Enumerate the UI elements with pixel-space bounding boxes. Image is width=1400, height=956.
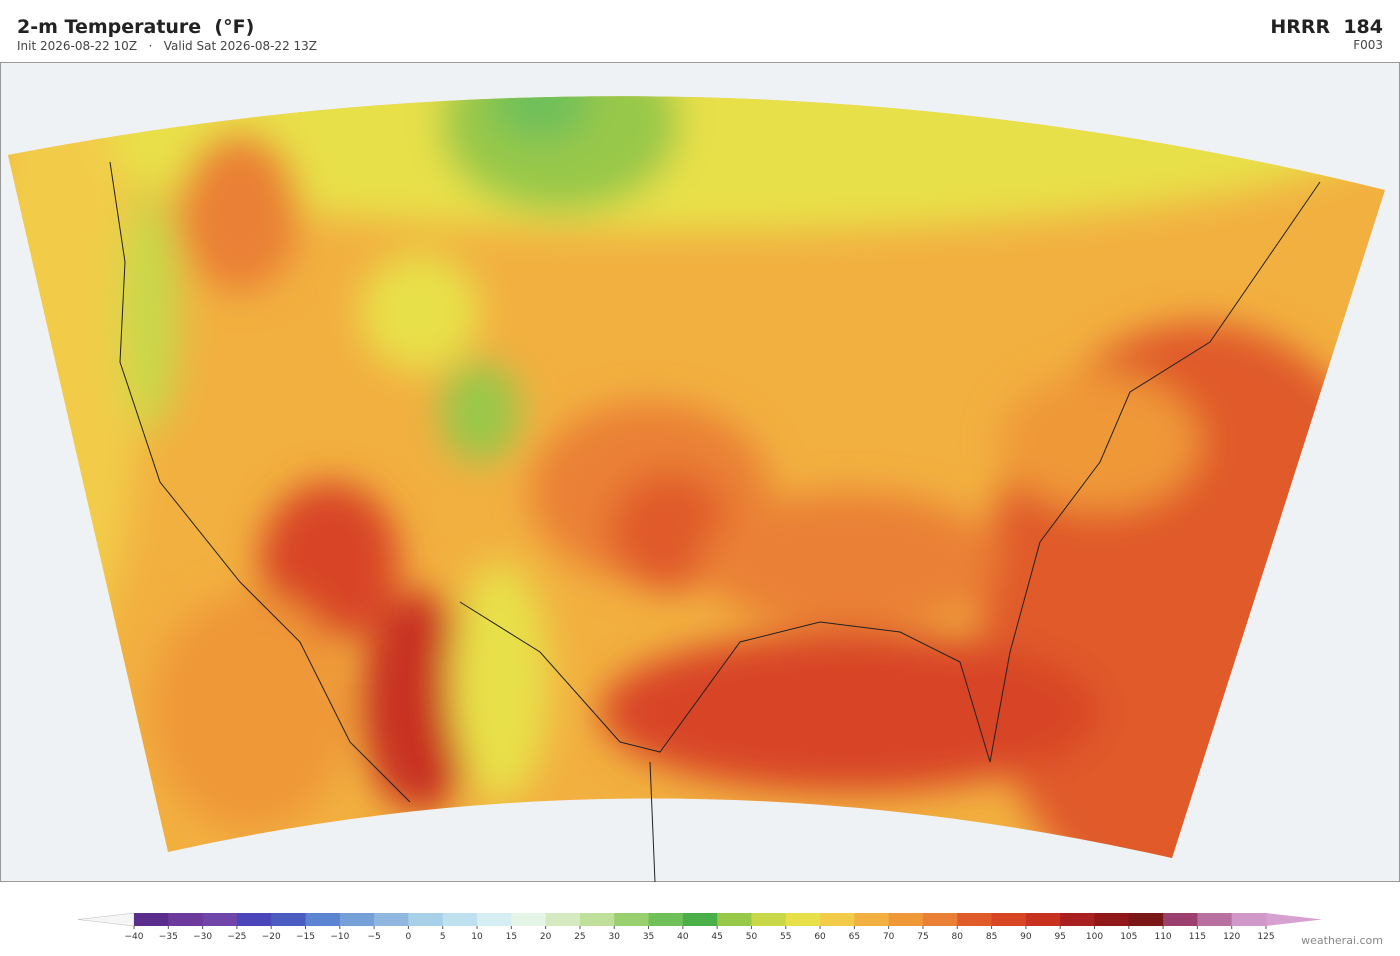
colorbar-over [1266, 913, 1322, 926]
temperature-field [8, 96, 1385, 859]
colorbar-tick-label: 110 [1154, 932, 1171, 940]
colorbar-bin [305, 913, 341, 926]
colorbar-bin [168, 913, 204, 926]
colorbar-tick-label: 20 [540, 932, 552, 940]
colorbar-tick-label: −20 [262, 932, 281, 940]
colorbar-tick-label: 30 [609, 932, 621, 940]
colorbar-tick-label: 125 [1257, 932, 1274, 940]
colorbar-tick-label: 100 [1086, 932, 1103, 940]
colorbar-tick-label: 120 [1223, 932, 1240, 940]
colorbar-bin [271, 913, 307, 926]
colorbar-tick-label: 115 [1189, 932, 1206, 940]
colorbar-tick-label: 105 [1120, 932, 1137, 940]
colorbar-bin [511, 913, 547, 926]
colorbar-bin [545, 913, 581, 926]
colorbar-tick-label: 15 [506, 932, 517, 940]
colorbar-bin [1094, 913, 1130, 926]
colorbar-tick-label: 45 [711, 932, 722, 940]
colorbar-tick-label: 95 [1054, 932, 1065, 940]
colorbar-tick-label: 70 [883, 932, 895, 940]
colorbar-bin [614, 913, 650, 926]
colorbar-bin [888, 913, 924, 926]
colorbar-tick-label: 85 [986, 932, 997, 940]
colorbar-bin [648, 913, 684, 926]
colorbar-bin [442, 913, 478, 926]
colorbar-tick-label: 80 [952, 932, 964, 940]
colorbar-tick-label: 10 [471, 932, 483, 940]
colorbar-tick-label: 25 [574, 932, 585, 940]
colorbar-tick-label: −30 [193, 932, 212, 940]
colorbar-tick-label: 35 [643, 932, 654, 940]
colorbar-bin [202, 913, 238, 926]
colorbar-tick-label: −5 [367, 932, 380, 940]
colorbar-tick-label: 65 [849, 932, 860, 940]
colorbar-bin [1197, 913, 1233, 926]
colorbar-bin [717, 913, 752, 926]
colorbar-bin [957, 913, 993, 926]
colorbar-tick-label: 60 [814, 932, 826, 940]
map [0, 62, 1400, 883]
colorbar-bin [236, 913, 272, 926]
colorbar-bin [1025, 913, 1061, 926]
colorbar-tick-label: 50 [746, 932, 758, 940]
colorbar-bin [374, 913, 409, 926]
colorbar-bin [682, 913, 718, 926]
colorbar-bin [854, 913, 890, 926]
model-label: HRRR 184 [1270, 16, 1383, 38]
colorbar-tick-label: 5 [440, 932, 446, 940]
colorbar-tick-label: −15 [296, 932, 315, 940]
colorbar-bin [1163, 913, 1198, 926]
colorbar-bin [477, 913, 512, 926]
forecast-hour: F003 [1353, 38, 1383, 52]
colorbar-tick-label: 90 [1020, 932, 1032, 940]
colorbar-under [77, 912, 135, 927]
colorbar-bin [339, 913, 375, 926]
colorbar-tick-label: −25 [227, 932, 246, 940]
colorbar-bin [991, 913, 1027, 926]
colorbar-tick-label: 55 [780, 932, 791, 940]
colorbar-bin [408, 913, 444, 926]
coastlines [109, 161, 1321, 883]
colorbar-tick-label: −10 [330, 932, 349, 940]
colorbar-bin [1060, 913, 1095, 926]
colorbar-tick-label: 40 [677, 932, 689, 940]
colorbar-bin [751, 913, 787, 926]
colorbar-bin [1231, 913, 1267, 926]
colorbar-bin [785, 913, 821, 926]
colorbar-bin [1128, 913, 1164, 926]
credit: weatherai.com [1301, 934, 1383, 947]
colorbar-bin [820, 913, 855, 926]
colorbar-tick-label: −40 [125, 932, 144, 940]
colorbar-bin [579, 913, 615, 926]
colorbar-tick-label: 0 [406, 932, 412, 940]
colorbar: −40 −35 −30 −25 −20 −15 −10 −5 0 5 10 15 20 25 30 35 40 4… [77, 912, 1322, 940]
colorbar-tick-label: 75 [917, 932, 928, 940]
colorbar-bin [134, 913, 169, 926]
map-title: 2-m Temperature (°F) [17, 16, 255, 38]
map-subtitle: Init 2026-08-22 10Z · Valid Sat 2026-08-… [17, 39, 318, 53]
colorbar-bin [922, 913, 958, 926]
colorbar-tick-label: −35 [159, 932, 178, 940]
